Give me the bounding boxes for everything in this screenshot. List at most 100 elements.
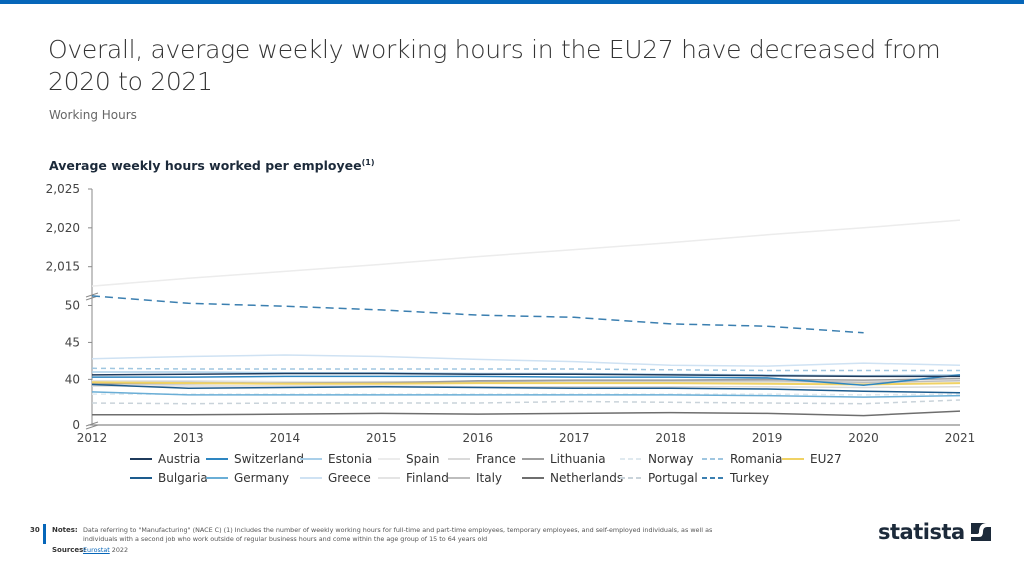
logo-text: statista <box>878 520 965 544</box>
legend-swatch-icon <box>620 477 642 479</box>
legend-item-austria[interactable]: Austria <box>130 452 200 466</box>
series-line-germany <box>91 391 961 398</box>
legend-swatch-icon <box>378 458 400 460</box>
legend-label: Netherlands <box>550 471 624 485</box>
legend-item-romania[interactable]: Romania <box>702 452 782 466</box>
page-subtitle: Working Hours <box>49 108 137 122</box>
sources-text: Eurostat 2022 <box>83 546 128 554</box>
legend-item-estonia[interactable]: Estonia <box>300 452 372 466</box>
y-tick-label: 2,020 <box>46 221 80 235</box>
legend-item-italy[interactable]: Italy <box>448 471 502 485</box>
x-tick-label: 2016 <box>463 431 494 445</box>
chart-heading-footnote: (1) <box>361 158 375 167</box>
legend-swatch-icon <box>378 477 400 479</box>
legend-item-portugal[interactable]: Portugal <box>620 471 698 485</box>
series-line-bulgaria <box>91 383 961 394</box>
series-line-switzerland <box>92 374 961 387</box>
legend-swatch-icon <box>130 458 152 460</box>
y-tick-label: 2,015 <box>46 260 80 274</box>
legend-item-greece[interactable]: Greece <box>300 471 371 485</box>
series-line-france <box>92 385 961 389</box>
series-line-portugal <box>91 399 961 405</box>
legend-item-netherlands[interactable]: Netherlands <box>522 471 623 485</box>
legend-label: Italy <box>476 471 503 485</box>
y-tick-label: 50 <box>65 298 80 312</box>
legend-label: Switzerland <box>234 452 304 466</box>
x-tick-label: 2014 <box>270 431 301 445</box>
sources-year: 2022 <box>111 546 129 554</box>
x-tick-label: 2012 <box>77 431 108 445</box>
legend-item-spain[interactable]: Spain <box>378 452 440 466</box>
series-line-eu27 <box>91 381 961 386</box>
legend-item-norway[interactable]: Norway <box>620 452 694 466</box>
legend-label: Bulgaria <box>158 471 208 485</box>
series-line-greece <box>91 354 961 367</box>
y-tick-label: 40 <box>65 372 80 386</box>
legend-swatch-icon <box>620 458 642 460</box>
series-line-norway <box>92 393 961 396</box>
y-tick-label: 2,025 <box>46 182 80 196</box>
legend-swatch-icon <box>702 458 724 460</box>
legend-label: Portugal <box>648 471 698 485</box>
legend-swatch-icon <box>300 458 322 460</box>
top-accent-bar <box>0 0 1024 4</box>
series-line-austria <box>91 372 960 378</box>
sources-link-eurostat[interactable]: Eurostat <box>83 546 110 554</box>
legend-label: France <box>476 452 516 466</box>
series-line-romania <box>91 367 960 372</box>
series-line-netherlands <box>92 410 961 417</box>
legend-swatch-icon <box>522 458 544 460</box>
x-tick-label: 2021 <box>945 431 976 445</box>
notes-label: Notes: <box>52 526 78 534</box>
axis-break-top-a <box>85 292 99 298</box>
legend-label: Norway <box>648 452 694 466</box>
legend-item-germany[interactable]: Germany <box>206 471 289 485</box>
legend-swatch-icon <box>206 458 228 460</box>
legend-label: Spain <box>406 452 440 466</box>
legend-label: Germany <box>234 471 290 485</box>
statista-logo[interactable]: statista <box>878 520 991 544</box>
legend-swatch-icon <box>130 477 152 479</box>
page-number: 30 <box>30 526 40 534</box>
legend-swatch-icon <box>448 477 470 479</box>
legend-swatch-icon <box>522 477 544 479</box>
series-line-spain <box>91 219 961 287</box>
legend-item-eu27[interactable]: EU27 <box>782 452 842 466</box>
chart-heading: Average weekly hours worked per employee… <box>49 158 375 173</box>
x-tick-label: 2020 <box>848 431 879 445</box>
notes-text: Data referring to "Manufacturing" (NACE … <box>83 526 713 543</box>
series-line-turkey <box>91 295 864 334</box>
legend-item-finland[interactable]: Finland <box>378 471 449 485</box>
legend-label: EU27 <box>810 452 842 466</box>
legend-label: Greece <box>328 471 371 485</box>
x-tick-label: 2019 <box>752 431 783 445</box>
legend-swatch-icon <box>448 458 470 460</box>
legend-label: Estonia <box>328 452 373 466</box>
legend-label: Finland <box>406 471 449 485</box>
x-tick-label: 2013 <box>173 431 204 445</box>
sources-label: Sources: <box>52 546 87 554</box>
legend-item-switzerland[interactable]: Switzerland <box>206 452 304 466</box>
legend-label: Lithuania <box>550 452 606 466</box>
x-tick-label: 2017 <box>559 431 590 445</box>
legend-item-france[interactable]: France <box>448 452 516 466</box>
legend-label: Turkey <box>730 471 770 485</box>
x-tick-label: 2015 <box>366 431 397 445</box>
legend-swatch-icon <box>206 477 228 479</box>
axis-break-bottom-b <box>85 424 99 430</box>
legend-swatch-icon <box>300 477 322 479</box>
statista-logo-icon <box>970 523 991 541</box>
chart-heading-text: Average weekly hours worked per employee <box>49 158 362 174</box>
notes-accent-bar <box>43 524 46 544</box>
y-tick-label: 45 <box>65 335 80 349</box>
page-title: Overall, average weekly working hours in… <box>48 35 941 96</box>
y-tick-label: 0 <box>72 418 80 432</box>
legend-item-turkey[interactable]: Turkey <box>702 471 769 485</box>
legend-item-bulgaria[interactable]: Bulgaria <box>130 471 208 485</box>
x-tick-label: 2018 <box>655 431 686 445</box>
legend-swatch-icon <box>702 477 724 479</box>
legend-item-lithuania[interactable]: Lithuania <box>522 452 606 466</box>
legend-label: Romania <box>730 452 783 466</box>
legend-swatch-icon <box>782 458 804 460</box>
